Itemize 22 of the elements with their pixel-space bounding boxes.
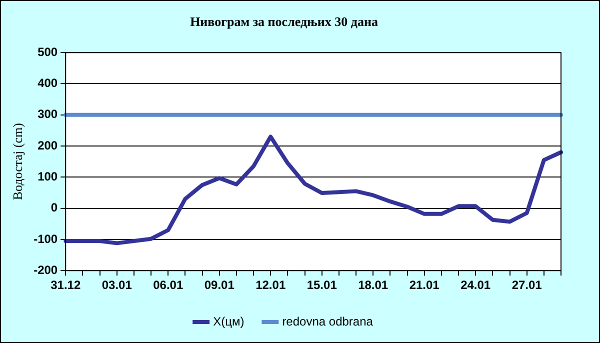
x-tick-label: 18.01 bbox=[358, 278, 388, 292]
y-tick-label: -200 bbox=[34, 262, 58, 277]
y-tick-label: 400 bbox=[38, 76, 58, 90]
legend-label: redovna odbrana bbox=[282, 314, 374, 328]
x-tick-label: 27.01 bbox=[512, 278, 542, 292]
y-tick-label: 500 bbox=[38, 44, 58, 59]
y-tick-label: 300 bbox=[38, 107, 58, 122]
y-tick-label: 200 bbox=[38, 138, 58, 152]
x-tick-label: 24.01 bbox=[460, 278, 491, 292]
x-tick-label: 03.01 bbox=[102, 278, 132, 292]
x-tick-label: 31.12 bbox=[50, 278, 81, 292]
x-tick-label: 06.01 bbox=[153, 278, 184, 292]
y-tick-label: 100 bbox=[38, 169, 58, 184]
chart-title: Нивограм за последњих 30 дана bbox=[190, 14, 378, 30]
y-tick-label: 0 bbox=[50, 200, 58, 215]
y-axis-title: Водостај (cm) bbox=[10, 123, 26, 200]
x-tick-label: 15.01 bbox=[306, 278, 338, 292]
x-tick-label: 09.01 bbox=[204, 278, 235, 292]
legend-label: X(цм) bbox=[213, 314, 244, 328]
x-tick-label: 12.01 bbox=[256, 278, 286, 292]
x-tick-label: 21.01 bbox=[409, 278, 440, 292]
y-tick-label: -100 bbox=[34, 232, 58, 246]
